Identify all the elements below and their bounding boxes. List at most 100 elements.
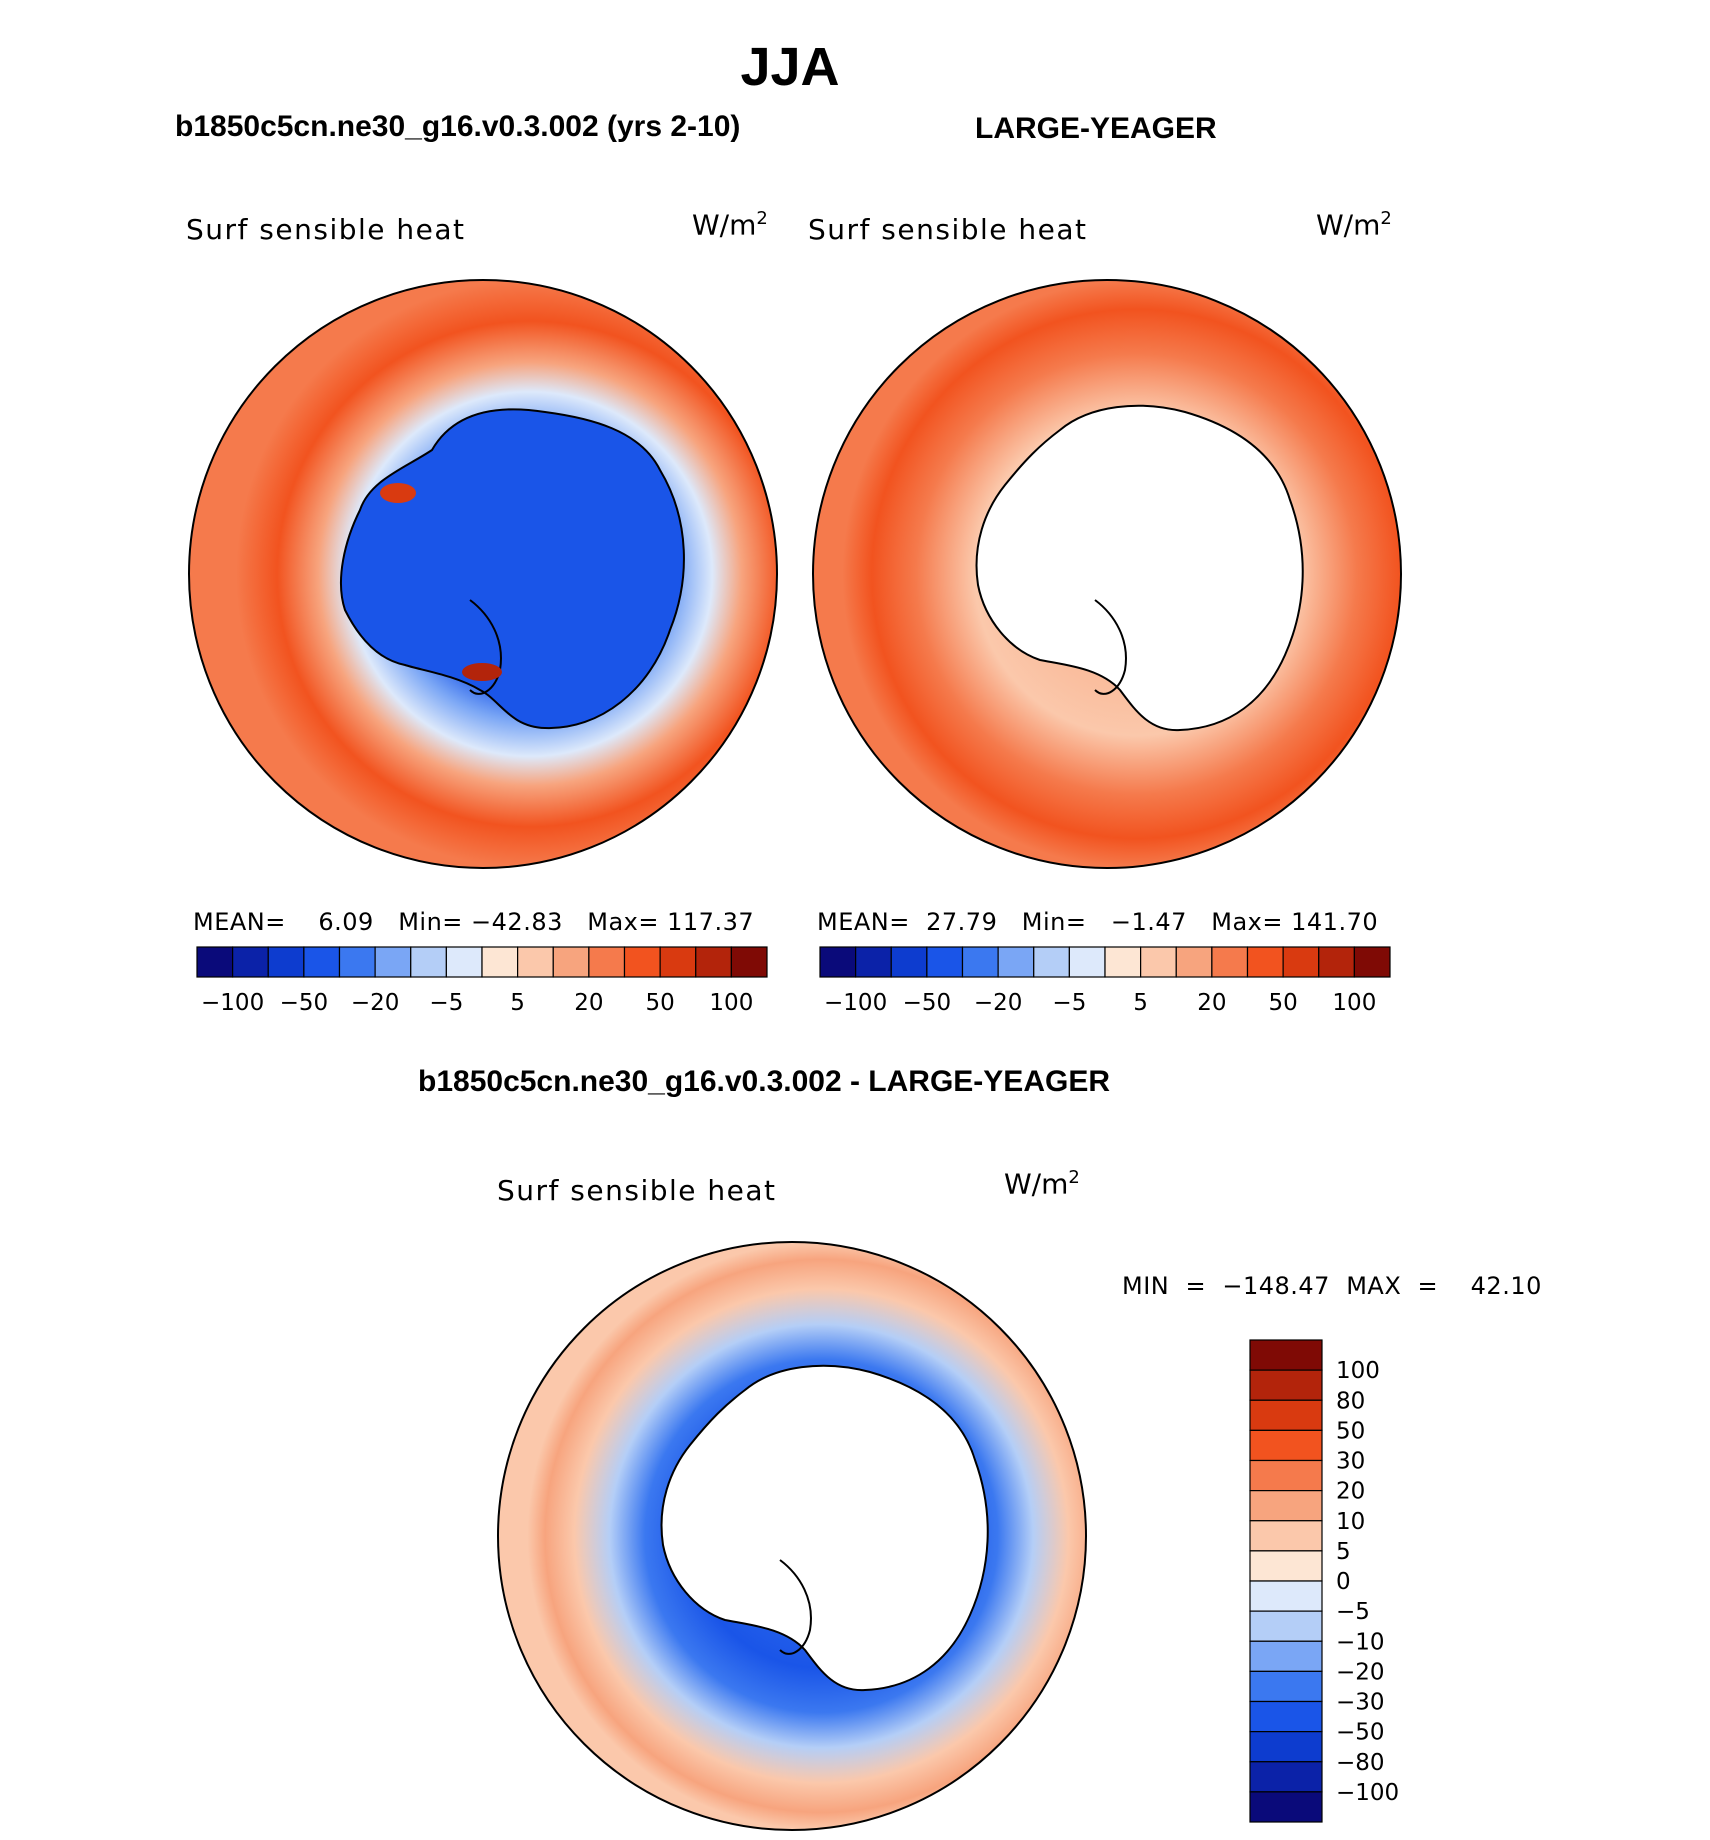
colorbar-swatch: [1249, 1429, 1323, 1462]
colorbar-tick-label: 5: [1336, 1539, 1351, 1565]
colorbar-swatch: [819, 946, 857, 978]
case-title: b1850c5cn.ne30_g16.v0.3.002 (yrs 2-10): [175, 110, 741, 143]
colorbar-tick-label: 100: [1336, 1358, 1380, 1384]
colorbar-swatch: [1249, 1640, 1323, 1672]
figure-title: JJA: [740, 37, 840, 97]
model-map-hotspot: [380, 483, 416, 503]
colorbar-swatch: [1249, 1399, 1323, 1431]
colorbar-tick-label: 20: [574, 990, 603, 1016]
colorbar-tick-label: 20: [1336, 1479, 1365, 1505]
panel3-variable-label: Surf sensible heat: [497, 1174, 777, 1207]
model-map-hotspot: [462, 663, 502, 681]
panel2-variable-label: Surf sensible heat: [808, 213, 1088, 246]
colorbar-swatch: [1175, 946, 1213, 978]
colorbar-tick-label: −100: [201, 990, 264, 1016]
colorbar-tick-label: −80: [1336, 1750, 1385, 1776]
colorbar-swatch: [1249, 1610, 1323, 1642]
panel1-units-label: W/m2: [692, 208, 768, 242]
colorbar-tick-label: 50: [1268, 990, 1297, 1016]
colorbar-tick-label: 100: [1332, 990, 1376, 1016]
colorbar-swatch: [1249, 1731, 1323, 1763]
panel2-stats: MEAN= 27.79 Min= −1.47 Max= 141.70: [817, 908, 1379, 936]
colorbar-swatch: [517, 946, 554, 978]
colorbar-swatch: [623, 946, 661, 978]
observed-map: [812, 279, 1402, 869]
observed-map-antarctica: [975, 404, 1304, 732]
model-map: [188, 279, 778, 869]
colorbar-swatch: [1249, 1339, 1323, 1371]
colorbar-swatch: [338, 946, 376, 978]
colorbar-swatch: [855, 946, 892, 978]
colorbar-tick-label: 0: [1336, 1569, 1351, 1595]
colorbar-tick-label: −50: [1336, 1720, 1385, 1746]
model-map-antarctica: [339, 408, 685, 730]
colorbar-tick-label: −5: [1336, 1599, 1370, 1625]
colorbar-tick-label: −50: [903, 990, 952, 1016]
difference-map-peninsula-coast: [779, 1559, 812, 1655]
difference-map-antarctica: [660, 1364, 989, 1692]
colorbar-swatch: [997, 946, 1035, 978]
colorbar-swatch: [1249, 1580, 1323, 1612]
colorbar-swatch: [1068, 946, 1106, 978]
colorbar-swatch: [481, 946, 519, 978]
colorbar-swatch: [552, 946, 590, 978]
colorbar-swatch: [695, 946, 732, 978]
colorbar-tick-label: −5: [1052, 990, 1086, 1016]
colorbar-swatch: [303, 946, 341, 978]
panel2-colorbar: −100 −50 −20 −5 5 20 50 100: [819, 946, 1391, 1016]
colorbar-tick-label: −20: [974, 990, 1023, 1016]
colorbar-swatch: [1249, 1490, 1323, 1522]
colorbar-tick-label: −30: [1336, 1690, 1385, 1716]
colorbar-swatch: [1140, 946, 1177, 978]
colorbar-swatch: [1353, 946, 1391, 978]
colorbar-swatch: [267, 946, 305, 978]
colorbar-tick-label: 30: [1336, 1449, 1365, 1475]
panel2-units-label: W/m2: [1316, 208, 1392, 242]
colorbar-tick-label: 50: [1336, 1418, 1365, 1444]
colorbar-swatch: [1104, 946, 1142, 978]
colorbar-swatch: [1249, 1791, 1323, 1823]
colorbar-tick-label: −5: [429, 990, 463, 1016]
colorbar-tick-label: 80: [1336, 1388, 1365, 1414]
colorbar-swatch: [1033, 946, 1070, 978]
colorbar-tick-label: 5: [510, 990, 525, 1016]
colorbar-swatch: [232, 946, 269, 978]
colorbar-swatch: [1282, 946, 1320, 978]
colorbar-tick-label: 10: [1336, 1509, 1365, 1535]
colorbar-swatch: [1211, 946, 1249, 978]
obs-title: LARGE-YEAGER: [975, 112, 1217, 145]
colorbar-swatch: [1249, 1550, 1323, 1582]
colorbar-tick-label: −20: [1336, 1659, 1385, 1685]
colorbar-swatch: [1249, 1459, 1323, 1492]
colorbar-swatch: [1249, 1670, 1323, 1703]
colorbar-tick-label: 100: [709, 990, 753, 1016]
colorbar-tick-label: −100: [824, 990, 887, 1016]
colorbar-tick-label: −100: [1336, 1780, 1399, 1806]
colorbar-tick-label: 5: [1133, 990, 1148, 1016]
observed-map-peninsula-coast: [1094, 599, 1127, 695]
panel3-minmax: MIN = −148.47 MAX = 42.10: [1122, 1272, 1542, 1300]
colorbar-tick-label: 20: [1197, 990, 1226, 1016]
colorbar-swatch: [926, 946, 964, 978]
colorbar-tick-label: 50: [645, 990, 674, 1016]
colorbar-swatch: [374, 946, 412, 978]
panel1-stats: MEAN= 6.09 Min= −42.83 Max= 117.37: [193, 908, 755, 936]
colorbar-swatch: [1246, 946, 1284, 978]
colorbar-swatch: [1249, 1520, 1323, 1552]
colorbar-swatch: [1318, 946, 1355, 978]
colorbar-swatch: [659, 946, 697, 978]
panel1-colorbar: −100 −50 −20 −5 5 20 50 100: [196, 946, 768, 1016]
difference-title: b1850c5cn.ne30_g16.v0.3.002 - LARGE-YEAG…: [418, 1065, 1110, 1098]
colorbar-tick-label: −20: [351, 990, 400, 1016]
colorbar-swatch: [1249, 1369, 1323, 1401]
colorbar-swatch: [588, 946, 626, 978]
colorbar-swatch: [196, 946, 234, 978]
colorbar-tick-label: −10: [1336, 1629, 1385, 1655]
colorbar-swatch: [730, 946, 768, 978]
colorbar-swatch: [890, 946, 928, 978]
colorbar-tick-label: −50: [280, 990, 329, 1016]
difference-map: [497, 1241, 1087, 1831]
colorbar-swatch: [410, 946, 447, 978]
